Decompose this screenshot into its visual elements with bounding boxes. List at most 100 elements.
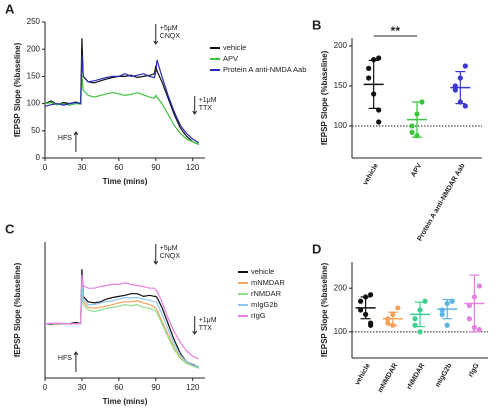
data-point: [358, 298, 364, 304]
annotation: HFS: [58, 355, 72, 362]
series-line: [44, 54, 200, 144]
data-point: [368, 322, 374, 328]
y-tick-label: 100: [334, 327, 348, 336]
data-point: [385, 320, 391, 326]
legend-label: rNMDAR: [251, 289, 282, 298]
x-tick-label: mNMDAR: [377, 362, 399, 393]
panel-label: A: [5, 1, 15, 16]
legend-label: vehicle: [251, 267, 274, 276]
y-tick-label: 100: [27, 99, 41, 108]
arrow: [153, 24, 159, 45]
data-point: [444, 322, 450, 328]
legend-label: Protein A anti-NMDA Aab: [223, 65, 306, 74]
legend-label: mNMDAR: [251, 278, 285, 287]
data-point: [439, 307, 445, 313]
data-point: [395, 305, 401, 311]
arrow: [73, 351, 79, 372]
data-point: [476, 327, 482, 333]
data-point: [409, 129, 415, 135]
x-tick-label: 60: [114, 383, 123, 392]
x-tick-label: rNMDAR: [406, 362, 426, 390]
data-point: [419, 99, 425, 105]
annotation: TTX: [199, 325, 213, 332]
panel-label: B: [312, 17, 321, 32]
annotation: CNQX: [160, 253, 181, 260]
legend-label: rIgG: [251, 311, 266, 320]
x-tick-label: 120: [186, 383, 200, 392]
y-tick-label: 100: [334, 121, 348, 130]
y-tick-label: 250: [27, 17, 41, 26]
annotation: +1μM: [199, 317, 217, 324]
y-tick-label: 0: [36, 153, 41, 162]
y-tick-label: 200: [27, 44, 41, 53]
data-point: [452, 87, 458, 93]
annotation: +5μM: [160, 245, 178, 252]
x-tick-label: 0: [43, 163, 48, 172]
legend-label: mIgG2b: [251, 300, 278, 309]
x-tick-label: 0: [43, 383, 48, 392]
annotation: +5μM: [160, 25, 178, 32]
data-point: [412, 316, 418, 322]
data-point: [371, 91, 377, 97]
data-point: [417, 307, 423, 313]
data-point: [363, 294, 369, 300]
x-tick-label: Protein A anti-NMDAR Aab: [416, 162, 466, 242]
data-point: [366, 75, 372, 81]
series-line: [44, 76, 200, 145]
y-tick-label: 50: [31, 126, 40, 135]
data-point: [462, 63, 468, 69]
data-point: [409, 123, 415, 129]
data-point: [390, 322, 396, 328]
data-point: [457, 75, 463, 81]
y-axis-label: fEPSP Slope (%baseline): [320, 262, 329, 357]
data-point: [414, 111, 420, 117]
data-point: [466, 303, 472, 309]
data-point: [466, 316, 472, 322]
x-tick-label: vehicle: [354, 362, 372, 386]
data-point: [422, 298, 428, 304]
data-point: [363, 311, 369, 317]
series-line: [44, 38, 200, 145]
y-tick-label: 150: [334, 81, 348, 90]
x-tick-label: 30: [77, 163, 86, 172]
data-point: [385, 316, 391, 322]
data-point: [412, 322, 418, 328]
y-axis-label: fEPSP Slope (%baseline): [320, 50, 329, 145]
x-axis-label: Time (mins): [103, 177, 148, 186]
arrow: [153, 244, 159, 265]
annotation: TTX: [199, 105, 213, 112]
data-point: [376, 55, 382, 61]
series-line: [45, 274, 200, 360]
y-tick-label: 200: [334, 283, 348, 292]
data-point: [417, 329, 423, 335]
data-point: [414, 133, 420, 139]
data-point: [368, 292, 374, 298]
x-tick-label: vehicle: [362, 162, 380, 186]
x-tick-label: rIgG: [467, 362, 481, 378]
x-tick-label: APV: [410, 162, 423, 178]
data-point: [452, 83, 458, 89]
data-point: [457, 99, 463, 105]
data-point: [358, 307, 364, 313]
annotation: CNQX: [160, 33, 181, 40]
panel-label: D: [312, 241, 321, 256]
legend-label: vehicle: [223, 43, 246, 52]
series-line: [44, 269, 200, 368]
data-point: [449, 298, 455, 304]
data-point: [376, 119, 382, 125]
data-point: [471, 324, 477, 331]
data-point: [476, 283, 482, 289]
data-point: [439, 311, 445, 317]
y-axis-label: fEPSP Slope (%baseline): [13, 42, 22, 137]
data-point: [444, 300, 450, 307]
annotation: +1μM: [199, 97, 217, 104]
data-point: [390, 311, 396, 317]
arrow: [192, 96, 198, 115]
x-tick-label: mIgG2b: [434, 362, 453, 388]
data-point: [366, 65, 372, 71]
x-axis-label: Time (mins): [103, 397, 148, 406]
y-axis-label: fEPSP Slope (%baseline): [13, 262, 22, 357]
x-tick-label: 90: [151, 383, 160, 392]
legend-label: APV: [223, 54, 238, 63]
